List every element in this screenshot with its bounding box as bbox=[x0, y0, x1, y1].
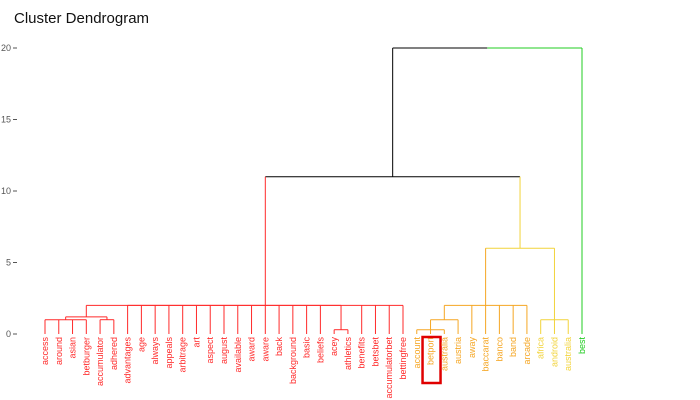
leaf-highlight-box bbox=[421, 335, 442, 385]
leaf-label-22: athletics bbox=[343, 337, 353, 371]
leaf-labels: access around asian betburger accumulator adh… bbox=[40, 335, 587, 399]
leaf-label-33: banco bbox=[494, 337, 504, 362]
y-tick-label-2: 10 bbox=[1, 186, 11, 196]
y-tick-label-3: 15 bbox=[1, 115, 11, 125]
leaf-label-30: austria bbox=[453, 337, 463, 364]
leaf-label-39: best bbox=[577, 337, 587, 355]
leaf-label-10: arbitrage bbox=[178, 337, 188, 373]
y-tick-label-0: 0 bbox=[6, 329, 11, 339]
leaf-label-36: africa bbox=[536, 337, 546, 359]
leaf-label-3: betburger bbox=[81, 337, 91, 376]
leaf-label-26: bettingfree bbox=[398, 337, 408, 380]
leaf-label-27: account bbox=[412, 337, 422, 369]
leaf-label-5: adhered bbox=[109, 337, 119, 370]
leaf-label-11: art bbox=[191, 337, 201, 348]
leaf-label-20: beliefs bbox=[315, 337, 325, 364]
leaf-label-13: august bbox=[219, 337, 229, 365]
leaf-label-6: advantages bbox=[123, 337, 133, 384]
leaf-label-12: aspect bbox=[205, 337, 215, 364]
leaf-label-24: betsbet bbox=[370, 337, 380, 367]
leaf-label-9: appeals bbox=[164, 337, 174, 369]
leaf-label-34: band bbox=[508, 337, 518, 357]
leaf-label-21: acey bbox=[329, 337, 339, 357]
leaf-label-37: android bbox=[549, 337, 559, 367]
leaf-label-4: accumulator bbox=[95, 337, 105, 386]
leaf-label-15: award bbox=[247, 337, 257, 362]
leaf-label-14: available bbox=[233, 337, 243, 373]
y-axis: 0 5 10 15 20 bbox=[1, 43, 17, 339]
leaf-label-1: around bbox=[54, 337, 64, 365]
leaf-label-18: background bbox=[288, 337, 298, 384]
leaf-label-29: australia bbox=[439, 337, 449, 371]
leaf-label-35: arcade bbox=[522, 337, 532, 365]
leaf-label-7: age bbox=[136, 337, 146, 352]
leaf-label-38: australia bbox=[563, 337, 573, 371]
leaf-label-28: betport bbox=[426, 337, 436, 366]
leaf-label-8: always bbox=[150, 337, 160, 365]
y-tick-label-1: 5 bbox=[6, 258, 11, 268]
leaf-label-16: aware bbox=[260, 337, 270, 362]
dendrogram-branches bbox=[44, 47, 583, 334]
leaf-label-25: accumulatorbet bbox=[384, 337, 394, 399]
leaf-label-32: baccarat bbox=[481, 337, 491, 372]
leaf-label-23: benefits bbox=[357, 337, 367, 369]
y-tick-label-4: 20 bbox=[1, 43, 11, 53]
chart-title: Cluster Dendrogram bbox=[14, 10, 149, 27]
leaf-label-0: access bbox=[40, 337, 50, 366]
leaf-label-31: away bbox=[467, 337, 477, 359]
leaf-label-2: asian bbox=[68, 337, 78, 359]
leaf-label-19: basic bbox=[302, 337, 312, 359]
leaf-label-17: back bbox=[274, 337, 284, 357]
